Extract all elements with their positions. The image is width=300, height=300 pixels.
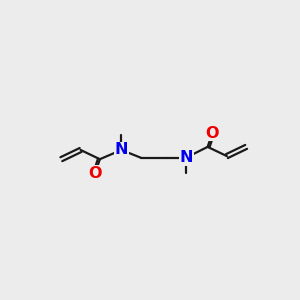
- Text: O: O: [88, 166, 102, 181]
- Text: N: N: [115, 142, 128, 158]
- Text: O: O: [206, 125, 219, 140]
- Text: N: N: [179, 150, 193, 165]
